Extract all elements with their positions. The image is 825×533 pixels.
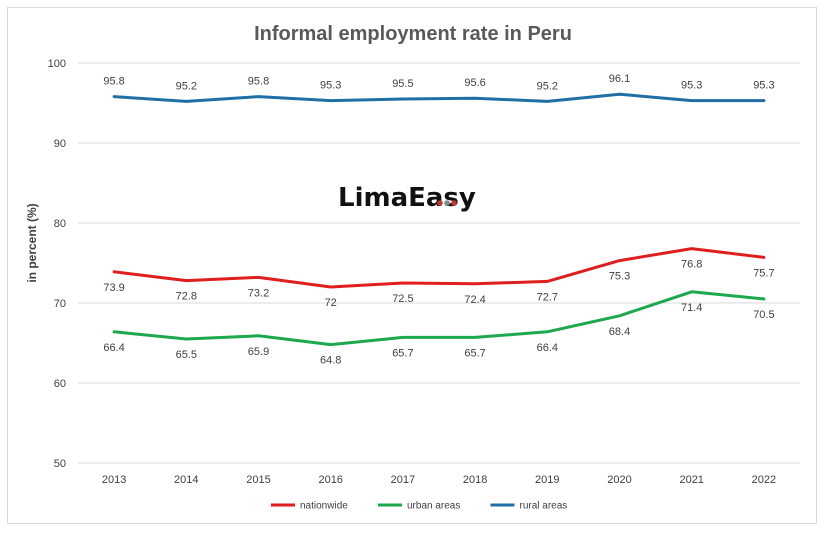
data-label: 95.6 [464, 77, 485, 89]
y-axis-ticks: 50 60 70 80 90 100 [48, 58, 66, 470]
data-label: 75.7 [753, 267, 774, 279]
data-label: 66.4 [537, 342, 558, 354]
data-labels: 73.9 72.8 73.2 72 72.5 72.4 72.7 75.3 76.8 75.7 66… [103, 73, 774, 366]
data-label: 65.7 [464, 347, 485, 359]
series-lines [112, 92, 766, 347]
logo-dot [451, 200, 457, 206]
y-tick-label: 90 [54, 138, 66, 150]
legend-label: urban areas [407, 501, 460, 512]
y-axis-title: in percent (%) [25, 203, 39, 282]
data-label: 95.3 [681, 80, 702, 92]
data-label: 72.7 [537, 291, 558, 303]
x-tick-label: 2020 [607, 474, 631, 486]
y-tick-label: 50 [54, 458, 66, 470]
gridlines [78, 62, 800, 464]
data-label: 72.4 [464, 294, 485, 306]
data-label: 95.3 [753, 80, 774, 92]
data-label: 96.1 [609, 73, 630, 85]
legend-item: nationwide [271, 501, 348, 512]
data-label: 71.4 [681, 302, 702, 314]
legend-label: rural areas [520, 501, 568, 512]
data-label: 65.9 [248, 346, 269, 358]
y-tick-label: 80 [54, 218, 66, 230]
data-label: 70.5 [753, 309, 774, 321]
y-tick-label: 100 [48, 58, 66, 70]
data-label: 95.8 [248, 76, 269, 88]
legend-label: nationwide [300, 501, 348, 512]
x-tick-label: 2018 [463, 474, 487, 486]
legend: nationwide urban areas rural areas [271, 501, 567, 512]
chart-title: Informal employment rate in Peru [254, 23, 572, 45]
x-tick-label: 2022 [752, 474, 776, 486]
data-label: 75.3 [609, 271, 630, 283]
line-chart: Informal employment rate in Peru 50 60 70 8… [25, 23, 800, 512]
data-label: 72 [325, 297, 337, 309]
x-axis-ticks: 2013 2014 2015 2016 2017 2018 2019 2020 2021 2022 [102, 474, 776, 486]
limaeasy-logo: LimaEasy [338, 183, 476, 213]
x-tick-label: 2021 [679, 474, 703, 486]
series-line-urban-areas [112, 290, 766, 347]
x-tick-label: 2013 [102, 474, 126, 486]
x-tick-label: 2016 [318, 474, 342, 486]
data-label: 73.2 [248, 287, 269, 299]
y-tick-label: 60 [54, 378, 66, 390]
data-label: 95.2 [176, 80, 197, 92]
data-label: 64.8 [320, 355, 341, 367]
logo-text: LimaEasy [338, 183, 476, 213]
x-tick-label: 2017 [391, 474, 415, 486]
data-label: 76.8 [681, 259, 702, 271]
data-label: 73.9 [103, 282, 124, 294]
data-label: 68.4 [609, 326, 630, 338]
data-label: 95.5 [392, 78, 413, 90]
data-label: 95.8 [103, 76, 124, 88]
legend-item: urban areas [378, 501, 460, 512]
x-tick-label: 2019 [535, 474, 559, 486]
data-label: 95.3 [320, 80, 341, 92]
logo-dot [437, 200, 443, 206]
x-tick-label: 2014 [174, 474, 198, 486]
series-line-rural-areas [112, 92, 766, 103]
series-line-nationwide [112, 247, 766, 289]
data-label: 66.4 [103, 342, 124, 354]
data-label: 72.8 [176, 291, 197, 303]
data-label: 65.5 [176, 349, 197, 361]
y-tick-label: 70 [54, 298, 66, 310]
x-tick-label: 2015 [246, 474, 270, 486]
chart-frame: Informal employment rate in Peru 50 60 70 8… [7, 7, 817, 524]
legend-item: rural areas [490, 501, 568, 512]
data-label: 72.5 [392, 293, 413, 305]
data-label: 65.7 [392, 347, 413, 359]
logo-dot [444, 200, 450, 206]
data-label: 95.2 [537, 80, 558, 92]
